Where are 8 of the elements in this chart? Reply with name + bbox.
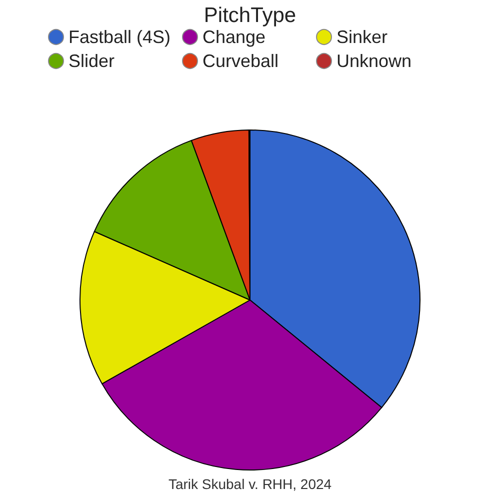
legend-label: Change bbox=[202, 27, 266, 47]
legend-title: PitchType bbox=[204, 4, 296, 27]
legend-label: Unknown bbox=[336, 51, 412, 71]
legend-label: Sinker bbox=[336, 27, 388, 47]
legend-label: Fastball (4S) bbox=[68, 27, 171, 47]
text: Tarik Skubal v. RHH, 2024 bbox=[168, 476, 332, 492]
legend-label: Curveball bbox=[202, 51, 279, 71]
legend-label: Slider bbox=[68, 51, 115, 71]
